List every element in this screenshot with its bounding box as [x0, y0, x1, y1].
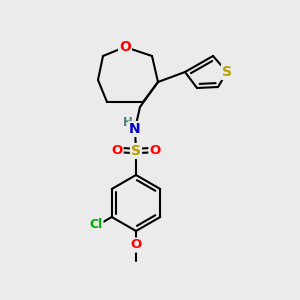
Text: Cl: Cl — [89, 218, 103, 232]
Text: O: O — [149, 143, 161, 157]
Text: S: S — [222, 65, 232, 79]
Text: H: H — [123, 116, 133, 130]
Text: O: O — [130, 238, 142, 251]
Text: O: O — [111, 143, 123, 157]
Text: N: N — [129, 122, 141, 136]
Text: S: S — [131, 144, 141, 158]
Text: O: O — [119, 40, 131, 54]
